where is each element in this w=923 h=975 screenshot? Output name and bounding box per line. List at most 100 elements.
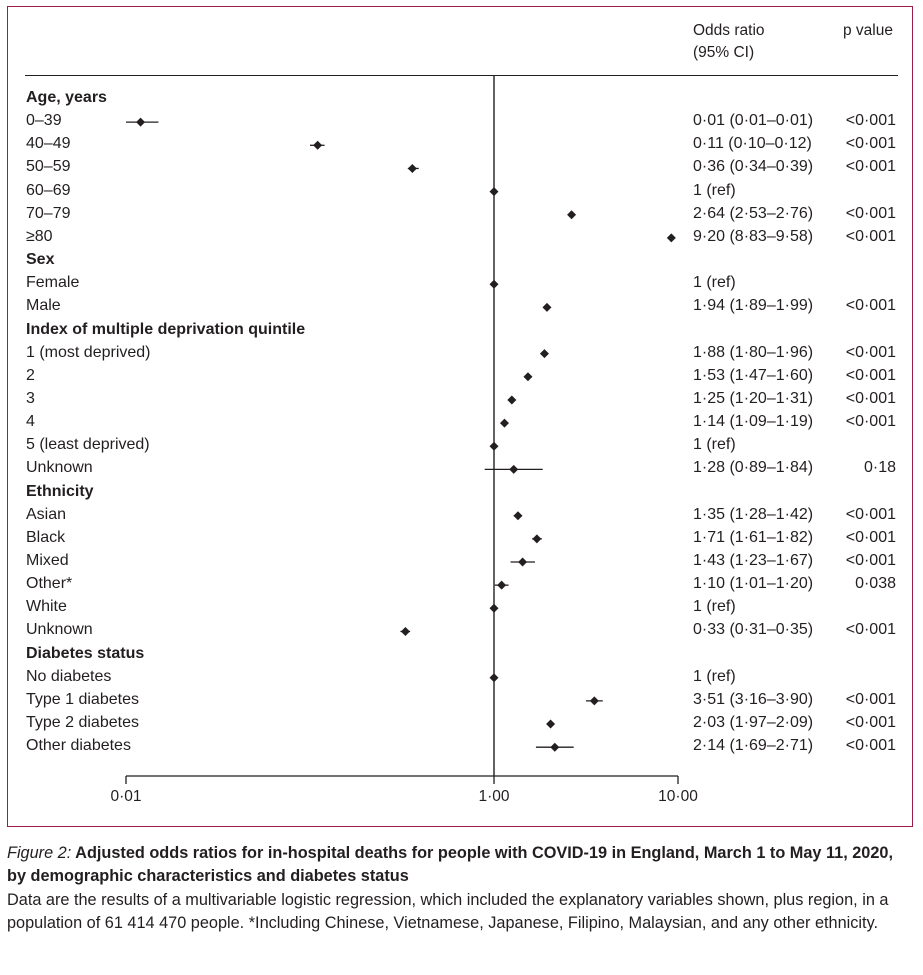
odds-ratio-value: 3·51 (3·16–3·90) [693, 690, 814, 708]
odds-ratio-value: 1·71 (1·61–1·82) [693, 528, 814, 546]
point-estimate [518, 557, 528, 567]
odds-ratio-value: 1 (ref) [693, 598, 736, 616]
row-label: Other* [26, 575, 73, 593]
p-value: <0·001 [845, 158, 896, 176]
odds-ratio-value: 9·20 (8·83–9·58) [693, 227, 814, 245]
point-estimate [136, 117, 146, 127]
row-label: Black [26, 528, 66, 546]
point-estimate [546, 719, 556, 729]
row-label: Female [26, 274, 80, 292]
x-axis-tick-label: 0·01 [110, 788, 142, 805]
row-label: 5 (least deprived) [26, 436, 150, 454]
point-estimate [489, 441, 499, 451]
header-rule [25, 75, 898, 76]
p-value: <0·001 [845, 737, 896, 755]
row-label: Mixed [26, 552, 69, 569]
caption-body: Data are the results of a multivariable … [7, 890, 889, 932]
odds-ratio-value: 0·33 (0·31–0·35) [693, 621, 814, 639]
p-value: <0·001 [845, 343, 896, 361]
group-heading: Ethnicity [26, 482, 94, 500]
column-header-odds-ratio-line2: (95% CI) [693, 44, 755, 61]
odds-ratio-value: 2·03 (1·97–2·09) [693, 714, 814, 732]
row-label: Type 2 diabetes [26, 714, 139, 732]
odds-ratio-value: 0·01 (0·01–0·01) [693, 112, 814, 130]
p-value: <0·001 [845, 366, 896, 384]
p-value: <0·001 [845, 389, 896, 407]
column-header-odds-ratio: Odds ratio (95% CI) [693, 20, 765, 64]
point-estimate [407, 163, 417, 173]
group-heading: Sex [26, 251, 55, 269]
p-value: <0·001 [845, 505, 896, 523]
row-label: Type 1 diabetes [26, 690, 139, 708]
row-label: 40–49 [26, 135, 71, 153]
forest-plot [125, 76, 679, 784]
point-estimate [507, 395, 517, 405]
odds-ratio-value: 1 (ref) [693, 436, 736, 454]
odds-ratio-value: 1·10 (1·01–1·20) [693, 575, 814, 593]
figure-frame [7, 6, 913, 827]
odds-ratio-value: 1·53 (1·47–1·60) [693, 366, 814, 384]
row-label: 0–39 [26, 112, 62, 130]
odds-ratio-value: 0·36 (0·34–0·39) [693, 158, 814, 176]
row-label: No diabetes [26, 667, 112, 685]
odds-ratio-value: 0·11 (0·10–0·12) [693, 135, 812, 153]
p-value: <0·001 [845, 621, 896, 639]
figure-caption: Figure 2: Adjusted odds ratios for in-ho… [7, 842, 913, 935]
p-value: 0·038 [855, 575, 896, 593]
p-value: <0·001 [845, 112, 896, 130]
row-label: 2 [26, 366, 35, 384]
odds-ratio-value: 2·14 (1·69–2·71) [693, 737, 814, 755]
odds-ratio-value: 1 (ref) [693, 181, 736, 199]
odds-ratio-value: 1·25 (1·20–1·31) [693, 389, 814, 407]
row-label: Other diabetes [26, 737, 131, 755]
point-estimate [542, 302, 552, 312]
row-label: 50–59 [26, 158, 71, 176]
point-estimate [489, 279, 499, 289]
p-value: <0·001 [845, 227, 896, 245]
x-axis-tick-label: 1·00 [478, 788, 510, 805]
point-estimate [539, 349, 549, 359]
p-value: <0·001 [845, 413, 896, 431]
point-estimate [666, 233, 676, 243]
odds-ratio-value: 1·14 (1·09–1·19) [693, 413, 814, 431]
row-label: White [26, 598, 67, 616]
column-header-odds-ratio-line1: Odds ratio [693, 22, 765, 39]
point-estimate [400, 626, 410, 636]
point-estimate [523, 372, 533, 382]
p-value: <0·001 [845, 528, 896, 546]
row-label: Unknown [26, 459, 93, 477]
odds-ratio-value: 1·43 (1·23–1·67) [693, 552, 814, 569]
odds-ratio-value: 1 (ref) [693, 667, 736, 685]
row-label: 4 [26, 413, 35, 431]
p-value: <0·001 [845, 135, 896, 153]
group-heading: Index of multiple deprivation quintile [26, 320, 306, 338]
odds-ratio-value: 1 (ref) [693, 274, 736, 292]
group-heading: Diabetes status [26, 644, 145, 662]
point-estimate [567, 210, 577, 220]
row-label: 1 (most deprived) [26, 343, 151, 361]
group-heading: Age, years [26, 89, 107, 106]
point-estimate [589, 696, 599, 706]
point-estimate [499, 418, 509, 428]
caption-figure-label: Figure 2: [7, 844, 72, 862]
row-label: 60–69 [26, 181, 71, 199]
odds-ratio-value: 1·88 (1·80–1·96) [693, 343, 814, 361]
row-label: 70–79 [26, 204, 71, 222]
column-header-p-value: p value [843, 22, 893, 39]
p-value: <0·001 [845, 204, 896, 222]
point-estimate [489, 603, 499, 613]
row-label: Male [26, 297, 61, 315]
point-estimate [550, 742, 560, 752]
p-value: 0·18 [863, 459, 896, 477]
point-estimate [509, 464, 519, 474]
p-value: <0·001 [845, 297, 896, 315]
caption-title: Figure 2: Adjusted odds ratios for in-ho… [7, 842, 913, 889]
p-value: <0·001 [845, 552, 896, 569]
odds-ratio-value: 1·28 (0·89–1·84) [693, 459, 814, 477]
p-value: <0·001 [845, 714, 896, 732]
point-estimate [313, 140, 323, 150]
odds-ratio-value: 2·64 (2·53–2·76) [693, 204, 814, 222]
point-estimate [489, 673, 499, 683]
row-label: Unknown [26, 621, 93, 639]
point-estimate [489, 187, 499, 197]
